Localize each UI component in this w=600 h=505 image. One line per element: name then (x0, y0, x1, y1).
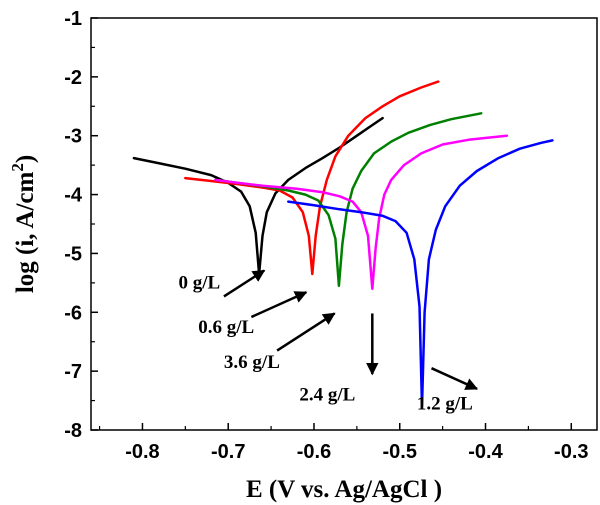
annotation-label: 0 g/L (178, 273, 220, 294)
y-axis: -8 -7 -6 -5 -4 -3 -2 -1 (64, 8, 98, 442)
annotation-arrow (250, 291, 308, 319)
y-tick-label: -5 (64, 243, 82, 265)
series-line-3-6-g-l (214, 112, 483, 288)
y-axis-title: log (i, A/cm2) (8, 155, 39, 293)
x-tick-label: -0.6 (297, 441, 331, 463)
x-tick-label: -0.5 (383, 441, 417, 463)
y-tick-label: -3 (64, 126, 82, 148)
annotation-arrow (276, 312, 336, 352)
annotation-arrow (223, 269, 266, 298)
series-line-2-4-g-l (214, 134, 509, 290)
series-layer (132, 80, 554, 408)
y-axis-title-superscript: 2 (8, 163, 27, 172)
y-tick-label: -8 (64, 420, 82, 442)
y-tick-label: -4 (64, 185, 83, 207)
x-axis-title: E (V vs. Ag/AgCl ) (246, 476, 442, 503)
y-tick-label: -6 (64, 302, 82, 324)
annotation-label: 0.6 g/L (198, 317, 254, 338)
annotation-label: 2.4 g/L (299, 385, 355, 406)
x-tick-label: -0.3 (554, 441, 588, 463)
y-tick-label: -1 (64, 8, 82, 30)
x-axis: -0.8 -0.7 -0.6 -0.5 -0.4 -0.3 (98, 423, 589, 463)
x-tick-label: -0.4 (468, 441, 503, 463)
y-axis-title-close: ) (12, 155, 39, 163)
series-line-1-2-g-l (287, 139, 554, 408)
annotation-arrow (430, 367, 479, 390)
annotation-label: 3.6 g/L (224, 352, 280, 373)
x-tick-label: -0.8 (125, 441, 159, 463)
x-tick-label: -0.7 (211, 441, 245, 463)
series-line-0-6-g-l (184, 80, 440, 276)
y-tick-label: -2 (64, 67, 82, 89)
annotation-label: 1.2 g/L (417, 393, 473, 414)
y-tick-label: -7 (64, 361, 82, 383)
y-axis-title-main: log (i, A/cm (12, 171, 39, 293)
annotation-layer: 0 g/L 0.6 g/L 3.6 g/L 2.4 g/L 1.2 g/L (178, 269, 479, 414)
